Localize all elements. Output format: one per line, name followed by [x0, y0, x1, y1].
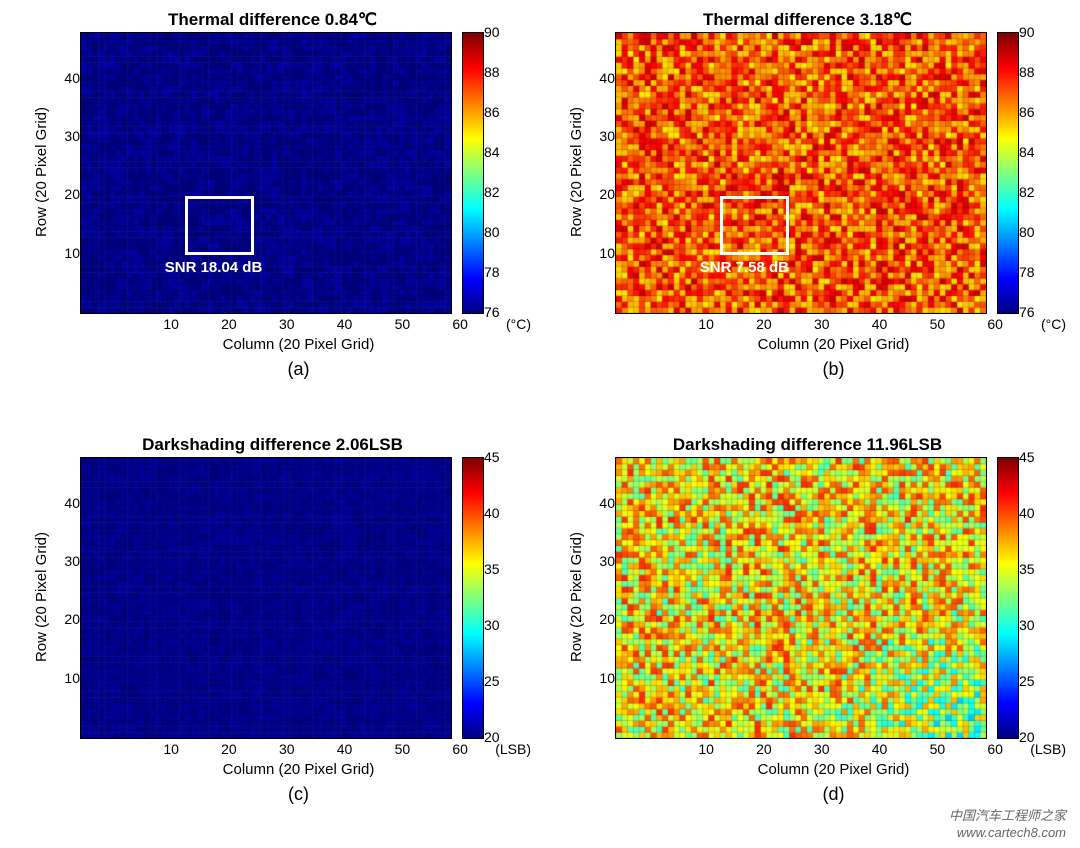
colorbar-ticks: 9088868482807876: [484, 32, 514, 312]
watermark-line2: www.cartech8.com: [949, 825, 1066, 842]
panel-title: Darkshading difference 11.96LSB: [673, 435, 942, 455]
x-ticks: 102030405060: [114, 739, 484, 759]
colorbar-unit: (LSB): [1030, 741, 1066, 757]
panel-d: Darkshading difference 11.96LSB Row (20 …: [545, 435, 1070, 830]
colorbar-b: 9088868482807876: [997, 32, 1049, 314]
roi-box: [185, 196, 254, 254]
y-axis-label: Row (20 Pixel Grid): [31, 532, 52, 662]
colorbar-ticks: 454035302520: [1019, 457, 1049, 737]
plot-row: Row (20 Pixel Grid) 40302010 45403530252…: [566, 457, 1049, 739]
y-axis-label: Row (20 Pixel Grid): [566, 107, 587, 237]
panel-c: Darkshading difference 2.06LSB Row (20 P…: [10, 435, 535, 830]
x-ticks: 102030405060: [649, 314, 1019, 334]
x-ticks: 102030405060: [114, 314, 484, 334]
watermark: 中国汽车工程师之家 www.cartech8.com: [949, 808, 1066, 842]
plot-row: Row (20 Pixel Grid) 40302010 SNR 18.04 d…: [31, 32, 514, 314]
y-axis-label: Row (20 Pixel Grid): [566, 532, 587, 662]
snr-label: SNR 18.04 dB: [165, 259, 263, 276]
y-ticks: 40302010: [587, 457, 615, 737]
colorbar-d: 454035302520: [997, 457, 1049, 739]
x-ticks: 102030405060: [649, 739, 1019, 759]
colorbar-ticks: 454035302520: [484, 457, 514, 737]
y-axis: Row (20 Pixel Grid) 40302010: [31, 32, 80, 312]
y-axis-label: Row (20 Pixel Grid): [31, 107, 52, 237]
x-axis-label: Column (20 Pixel Grid): [223, 761, 375, 778]
figure-grid: Thermal difference 0.84℃ Row (20 Pixel G…: [0, 0, 1080, 830]
watermark-line1: 中国汽车工程师之家: [949, 808, 1066, 825]
colorbar-unit: (°C): [506, 316, 531, 332]
panel-a: Thermal difference 0.84℃ Row (20 Pixel G…: [10, 10, 535, 405]
y-axis: Row (20 Pixel Grid) 40302010: [566, 457, 615, 737]
x-axis-label: Column (20 Pixel Grid): [223, 336, 375, 353]
heatmap-a: SNR 18.04 dB: [80, 32, 452, 314]
x-axis-label: Column (20 Pixel Grid): [758, 761, 910, 778]
plot-row: Row (20 Pixel Grid) 40302010 SNR 7.58 dB…: [566, 32, 1049, 314]
colorbar-unit: (°C): [1041, 316, 1066, 332]
panel-caption: (a): [288, 359, 310, 380]
colorbar-c: 454035302520: [462, 457, 514, 739]
panel-title: Thermal difference 3.18℃: [703, 10, 912, 30]
snr-label: SNR 7.58 dB: [700, 259, 789, 276]
y-ticks: 40302010: [52, 457, 80, 737]
panel-b: Thermal difference 3.18℃ Row (20 Pixel G…: [545, 10, 1070, 405]
plot-row: Row (20 Pixel Grid) 40302010 45403530252…: [31, 457, 514, 739]
panel-caption: (c): [288, 784, 309, 805]
x-axis-label: Column (20 Pixel Grid): [758, 336, 910, 353]
y-axis: Row (20 Pixel Grid) 40302010: [31, 457, 80, 737]
heatmap-c: [80, 457, 452, 739]
panel-title: Thermal difference 0.84℃: [168, 10, 377, 30]
y-axis: Row (20 Pixel Grid) 40302010: [566, 32, 615, 312]
y-ticks: 40302010: [587, 32, 615, 312]
panel-caption: (d): [823, 784, 845, 805]
panel-caption: (b): [823, 359, 845, 380]
roi-box: [720, 196, 789, 254]
colorbar-ticks: 9088868482807876: [1019, 32, 1049, 312]
colorbar-unit: (LSB): [495, 741, 531, 757]
colorbar-a: 9088868482807876: [462, 32, 514, 314]
panel-title: Darkshading difference 2.06LSB: [142, 435, 403, 455]
y-ticks: 40302010: [52, 32, 80, 312]
heatmap-b: SNR 7.58 dB: [615, 32, 987, 314]
heatmap-d: [615, 457, 987, 739]
